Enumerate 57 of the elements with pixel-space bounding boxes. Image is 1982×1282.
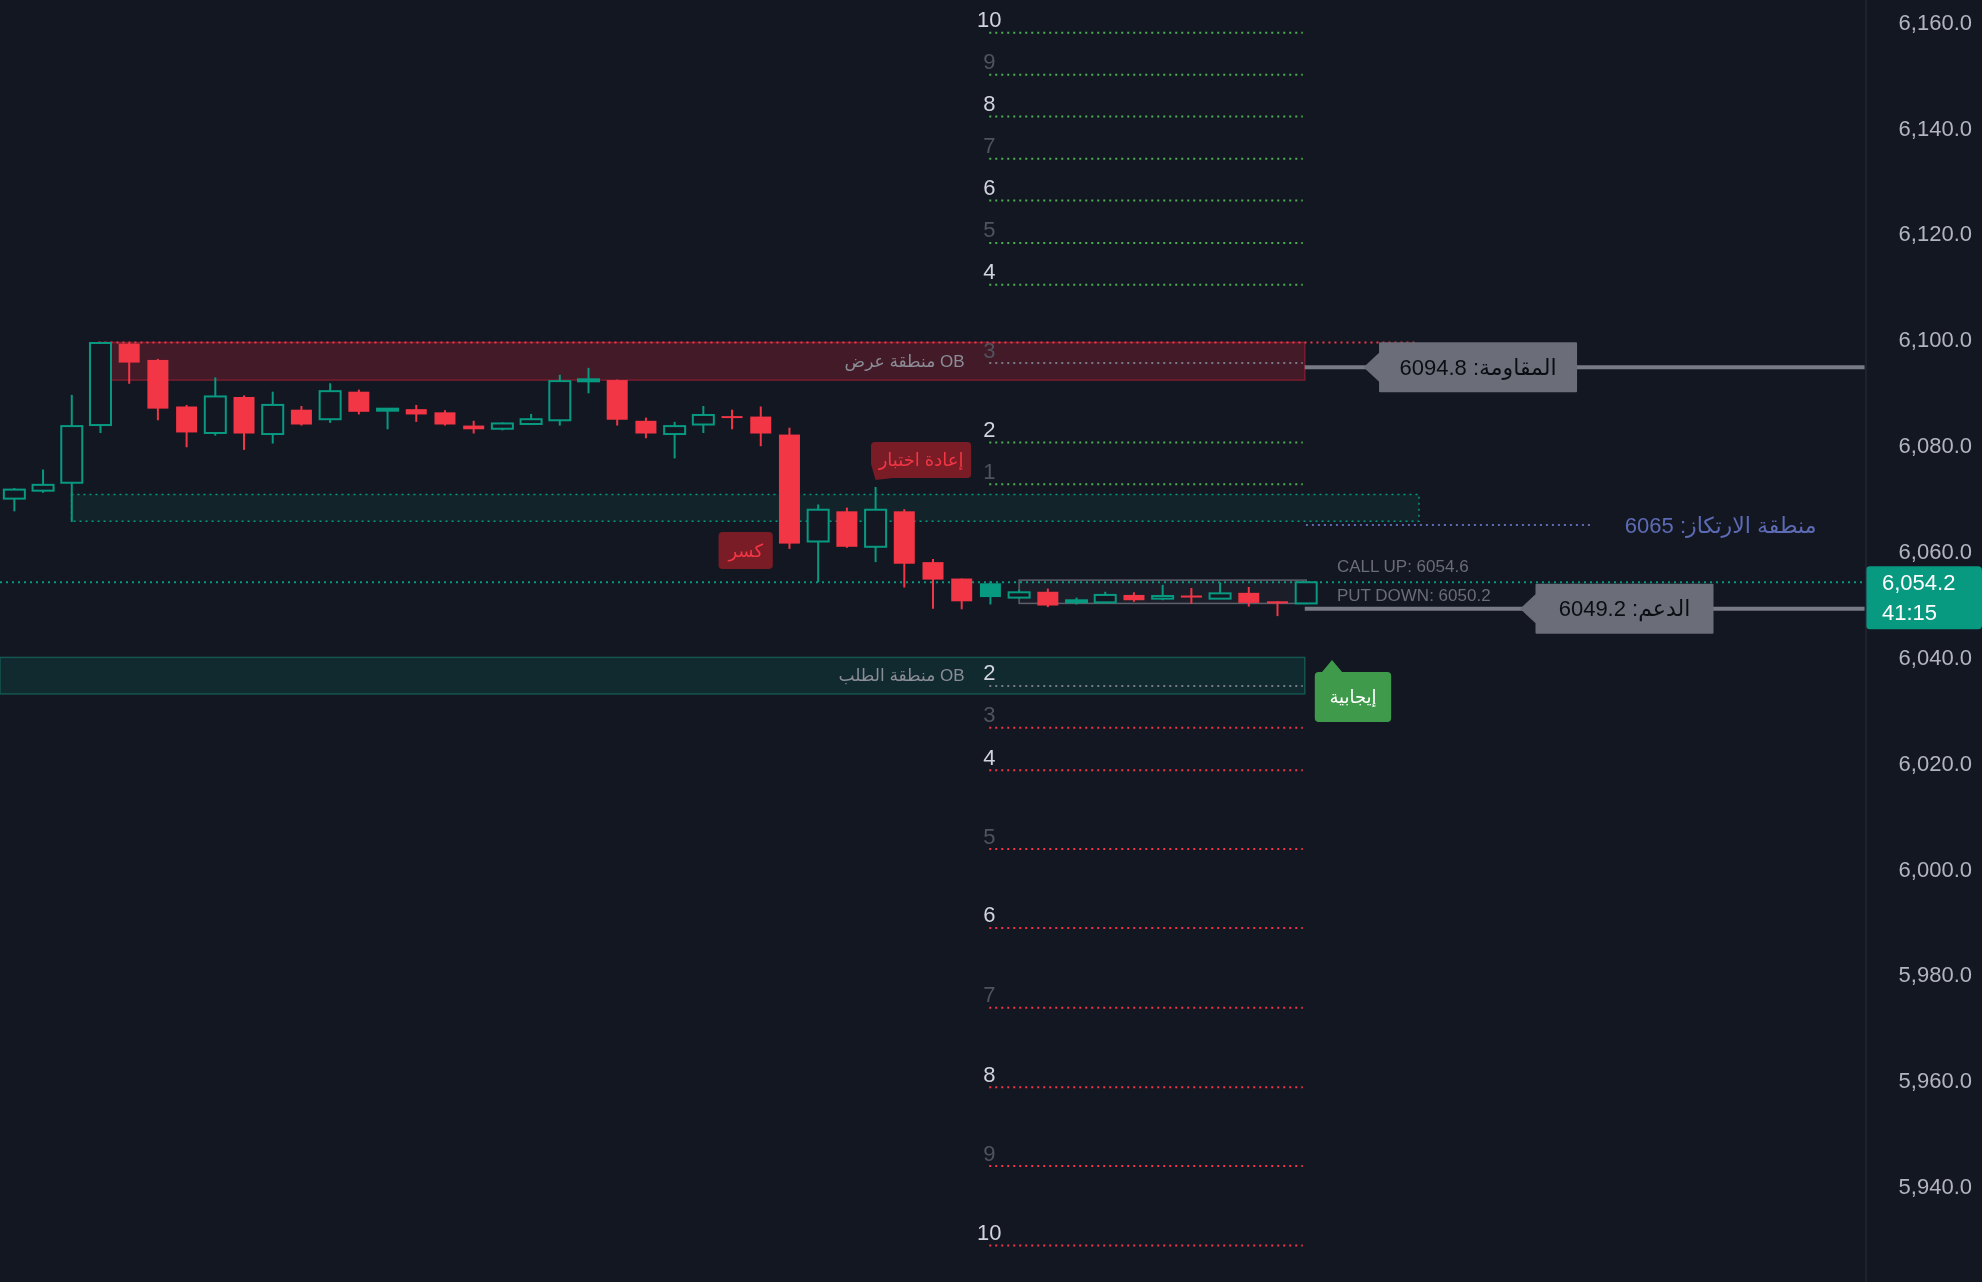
candlestick <box>951 577 973 611</box>
candlestick <box>31 468 55 494</box>
annotation: 10 <box>977 7 1002 33</box>
y-tick-label: 6,000.0 <box>1898 856 1972 882</box>
text: 41:15 <box>1882 599 1938 625</box>
annotation: 6 <box>983 902 996 928</box>
candlestick <box>922 557 944 610</box>
y-tick-label: 5,940.0 <box>1898 1174 1972 1200</box>
band-label: منطقة الطلب OB <box>838 666 965 686</box>
annotation: 7 <box>983 133 996 159</box>
candlestick <box>376 407 400 431</box>
band-label: منطقة عرض OB <box>844 351 965 371</box>
annotation: 5 <box>983 823 996 849</box>
y-tick-label: 6,160.0 <box>1898 9 1972 35</box>
y-tick-label: 6,060.0 <box>1898 539 1972 565</box>
annotation: 2 <box>983 417 996 443</box>
candlestick <box>750 405 772 448</box>
candlestick <box>721 408 743 431</box>
y-tick-label: 6,020.0 <box>1898 750 1972 776</box>
y-tick-label: 5,960.0 <box>1898 1068 1972 1094</box>
candlestick <box>290 404 312 427</box>
annotation: 10 <box>977 1219 1002 1245</box>
annotation: إعادة اختبار <box>877 450 964 470</box>
annotation: كسر <box>727 540 764 562</box>
annotation: 8 <box>983 90 996 116</box>
annotation: 4 <box>983 744 996 770</box>
candlestick <box>663 420 687 460</box>
annotation: 3 <box>983 702 996 728</box>
annotation: إيجابية <box>1329 687 1377 707</box>
candlestick <box>1037 587 1059 609</box>
annotation: 9 <box>983 49 996 75</box>
candlestick <box>1238 586 1260 608</box>
annotation: 2 <box>983 660 996 686</box>
ref-line-label: 6,054.2 <box>1882 569 1956 595</box>
annotation: 7 <box>983 982 996 1008</box>
annotation: 8 <box>983 1061 996 1087</box>
y-tick-label: 6,040.0 <box>1898 644 1972 670</box>
y-tick-label: 6,120.0 <box>1898 221 1972 247</box>
annotation: 4 <box>983 259 996 285</box>
annotation: PUT DOWN: 6050.2 <box>1336 585 1491 605</box>
annotation: 5 <box>983 217 996 243</box>
y-tick-label: 6,140.0 <box>1898 115 1972 141</box>
annotation: 6 <box>983 175 996 201</box>
y-tick-label: 6,080.0 <box>1898 433 1972 459</box>
annotation: 1 <box>983 458 996 484</box>
annotation: 3 <box>983 337 996 363</box>
candlestick <box>348 388 370 416</box>
y-tick-label: 6,100.0 <box>1898 327 1972 353</box>
candlestick <box>577 366 601 395</box>
annotation: 9 <box>983 1140 996 1166</box>
annotation: CALL UP: 6054.6 <box>1336 556 1469 576</box>
candlestick <box>691 404 715 434</box>
ref-line-label: الدعم: 6049.2 <box>1558 596 1691 623</box>
candlestick <box>635 416 657 440</box>
ref-line-label: المقاومة: 6094.8 <box>1399 354 1557 380</box>
y-tick-label: 5,980.0 <box>1898 962 1972 988</box>
ref-line-label: منطقة الارتكاز: 6065 <box>1624 512 1817 538</box>
